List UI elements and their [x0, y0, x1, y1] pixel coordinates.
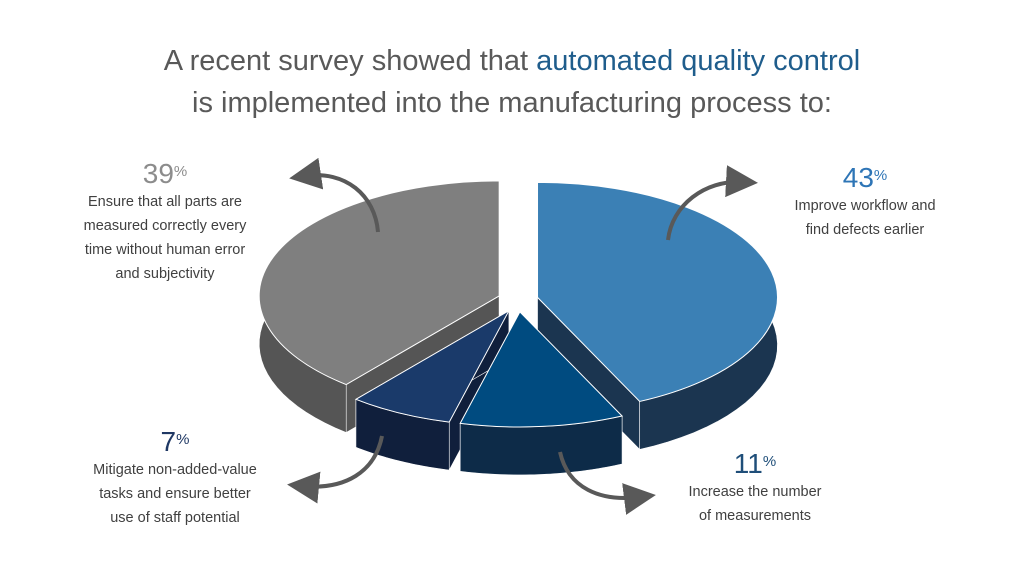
label-39: 39% Ensure that all parts are measured c… — [60, 158, 270, 286]
label-11: 11% Increase the number of measurements — [660, 448, 850, 528]
label-43: 43% Improve workflow and find defects ea… — [770, 162, 960, 242]
title-prefix: A recent survey showed that — [163, 45, 537, 77]
slice-top — [537, 181, 778, 402]
pct-11: 11% — [733, 448, 777, 479]
slice-top — [354, 309, 511, 423]
label-7: 7% Mitigate non-added-value tasks and en… — [70, 426, 280, 530]
pct-43: 43% — [842, 162, 888, 193]
title-highlight: automated quality control — [536, 45, 861, 77]
slice-top — [258, 180, 500, 386]
arrow-icon-43 — [666, 165, 758, 241]
arrow-icon-39 — [289, 157, 380, 233]
pct-39: 39% — [142, 158, 188, 189]
pct-7: 7% — [160, 426, 190, 457]
title-line2: is implemented into the manufacturing pr… — [192, 87, 832, 119]
arrow-icon-11 — [558, 451, 656, 515]
slide-title: A recent survey showed that automated qu… — [0, 40, 1024, 124]
slice-top — [459, 311, 624, 428]
pie-slice-11 — [459, 311, 624, 476]
arrow-icon-7 — [287, 435, 384, 504]
